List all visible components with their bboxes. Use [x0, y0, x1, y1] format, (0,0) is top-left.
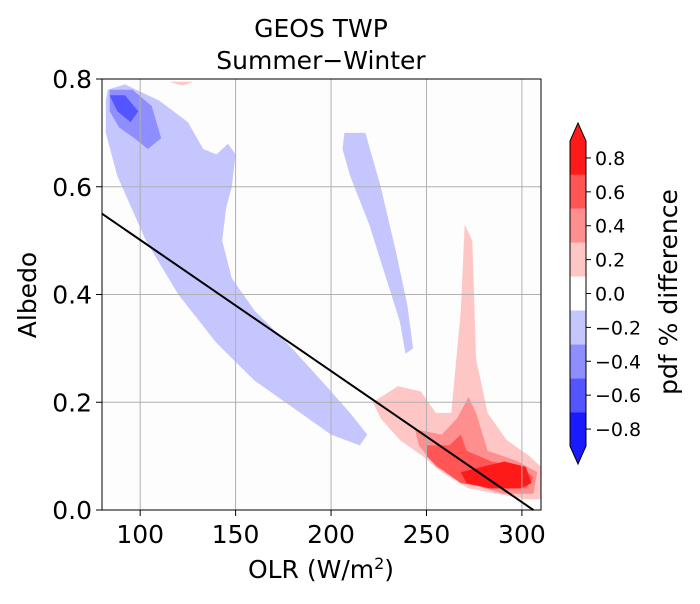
contour-region-neg-1 [342, 132, 414, 354]
reference-line [101, 212, 534, 511]
colorbar-tick-label: 0.4 [595, 216, 625, 238]
x-axis-label: OLR (W/m2) [248, 554, 394, 585]
x-tick-label: 250 [403, 520, 451, 549]
colorbar-tick-label: 0.2 [595, 250, 625, 272]
colorbar-tick-label: −0.4 [595, 351, 641, 373]
contour-region-pos-4 [373, 224, 541, 500]
y-tick-label: 0.4 [52, 281, 92, 310]
colorbar-band [570, 242, 586, 277]
colorbar-tick-label: 0.8 [595, 148, 625, 170]
colorbar-band [570, 378, 586, 413]
contour-region-neg-0 [105, 84, 368, 446]
x-tick-label: 100 [116, 520, 164, 549]
colorbar-band [570, 141, 586, 175]
colorbar-extend-max [570, 123, 586, 141]
reference-line-layer [101, 212, 534, 511]
y-tick-label: 0.2 [52, 388, 92, 417]
colorbar-band [570, 276, 586, 311]
contour-region-neg-3 [109, 95, 139, 123]
chart-subtitle: Summer−Winter [216, 46, 426, 75]
colorbar-band [570, 174, 586, 209]
colorbar-tick-label: 0.6 [595, 182, 625, 204]
y-tick-label: 0.6 [52, 173, 92, 202]
x-tick-label: 300 [498, 520, 546, 549]
y-tick-label: 0.8 [52, 65, 92, 94]
colorbar-tick-label: −0.6 [595, 385, 641, 407]
x-tick-label: 150 [212, 520, 260, 549]
colorbar-band [570, 344, 586, 379]
colorbar-extend-min [570, 446, 586, 464]
colorbar-tick-label: −0.2 [595, 317, 641, 339]
contour-region-pos-8 [460, 461, 532, 489]
colorbar [569, 121, 587, 466]
y-tick-label: 0.0 [52, 496, 92, 525]
colorbar-band [570, 412, 586, 446]
y-axis: 0.0 0.2 0.4 0.6 0.8 [52, 65, 102, 525]
x-axis: 100 150 200 250 300 [116, 510, 546, 549]
x-tick-label: 200 [307, 520, 355, 549]
colorbar-label: pdf % difference [654, 189, 683, 395]
y-axis-label: Albedo [13, 252, 42, 338]
colorbar-tick-label: 0.0 [595, 284, 625, 306]
contour-region-pos-5 [168, 81, 194, 86]
colorbar-tick-label: −0.8 [595, 419, 641, 441]
colorbar-band [570, 208, 586, 243]
colorbar-outline [569, 121, 587, 466]
colorbar-ticks: −0.8 −0.6 −0.4 −0.2 0.0 0.2 0.4 0.6 0.8 [586, 148, 641, 441]
chart-title: GEOS TWP [254, 14, 388, 43]
colorbar-band [570, 310, 586, 345]
